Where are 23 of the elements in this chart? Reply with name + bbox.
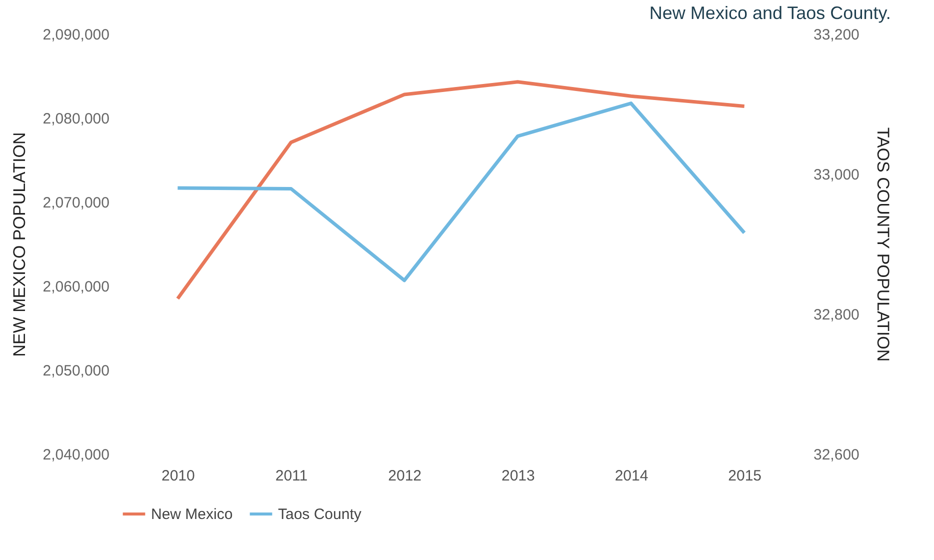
line-series (176, 102, 746, 282)
chart-title: New Mexico and Taos County. (649, 3, 891, 23)
x-tick-label: 2012 (388, 468, 422, 484)
y2-tick-label: 32,600 (814, 446, 860, 464)
y-tick-label: 2,050,000 (42, 362, 110, 380)
x-tick-label: 2014 (614, 468, 648, 484)
y-tick-label: 2,060,000 (42, 278, 110, 296)
x-tick-label: 2015 (728, 468, 762, 484)
line-series (176, 80, 746, 300)
x-tick-label: 2013 (501, 468, 535, 484)
y-tick-label: 2,070,000 (42, 194, 110, 212)
legend-label: Taos County (278, 506, 362, 523)
x-tick-label: 2010 (161, 468, 195, 484)
y2-tick-label: 33,200 (814, 26, 860, 44)
y-axis-title: NEW MEXICO POPULATION (10, 132, 29, 357)
y-tick-label: 2,040,000 (42, 446, 110, 464)
y-tick-label: 2,080,000 (42, 110, 110, 128)
y-tick-label: 2,090,000 (42, 26, 110, 44)
y2-tick-label: 33,000 (814, 166, 860, 184)
y2-axis-title: TAOS COUNTY POPULATION (873, 127, 892, 362)
legend-label: New Mexico (151, 506, 233, 523)
y2-tick-label: 32,800 (814, 306, 860, 324)
x-tick-label: 2011 (275, 468, 308, 484)
